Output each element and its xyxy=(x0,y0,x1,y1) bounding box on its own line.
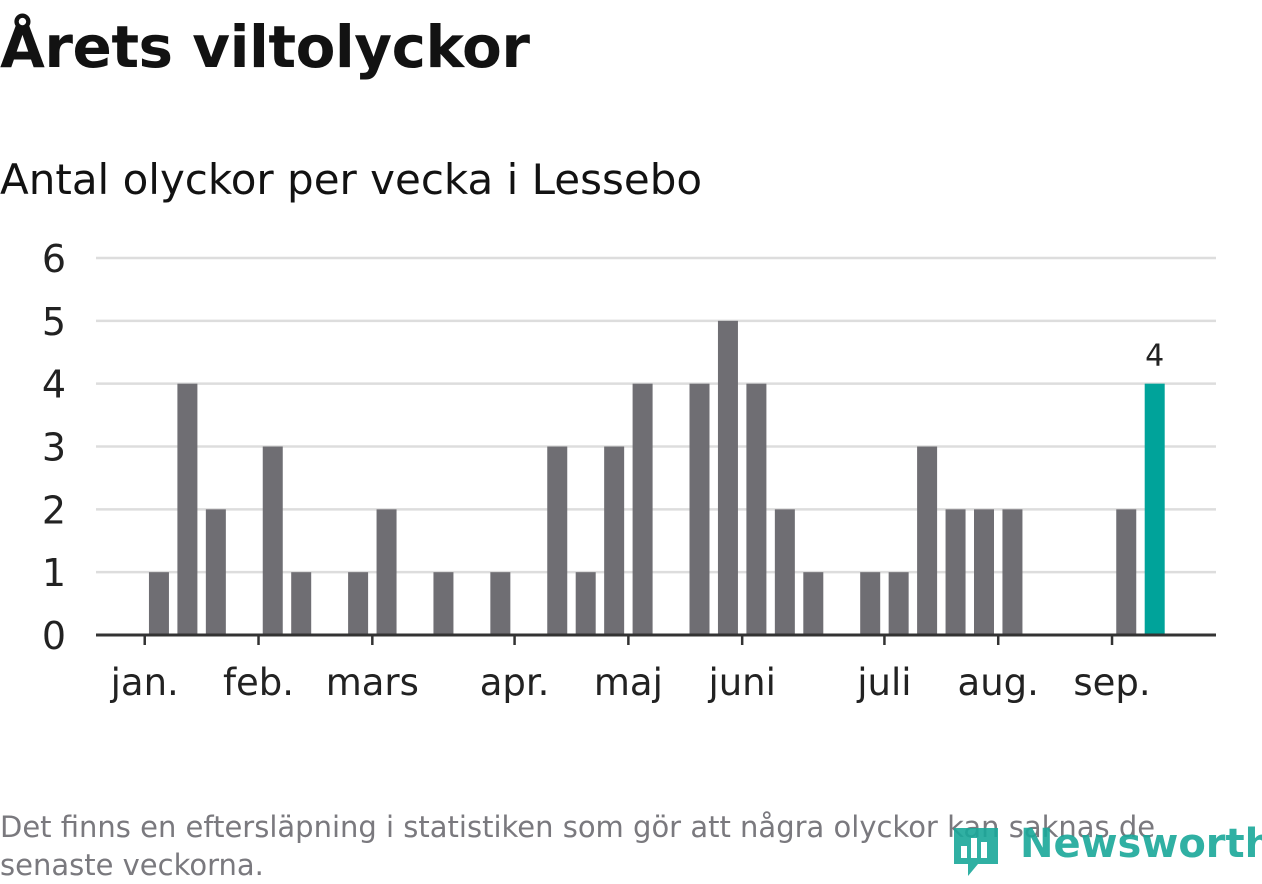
chart-title: Årets viltolyckor xyxy=(0,13,530,81)
y-tick-label: 6 xyxy=(42,237,66,281)
bar xyxy=(547,446,568,635)
bar xyxy=(433,572,454,635)
bar xyxy=(974,509,994,635)
bar xyxy=(689,383,710,635)
bar xyxy=(746,383,767,635)
bar xyxy=(803,572,824,635)
chart-subtitle: Antal olyckor per vecka i Lessebo xyxy=(0,155,703,204)
x-tick-label: sep. xyxy=(1073,661,1150,704)
bar xyxy=(917,446,938,635)
y-tick-label: 2 xyxy=(42,488,66,532)
x-tick-label: feb. xyxy=(223,661,294,704)
bar xyxy=(945,509,966,635)
bar xyxy=(177,383,198,635)
newsworthy-chart-bubble-icon xyxy=(954,828,998,876)
bar-chart: 0 1 2 3 4 5 6 4 jan. feb. mars apr. maj juni juli aug. s… xyxy=(42,237,1216,704)
bar xyxy=(632,383,653,635)
bar xyxy=(490,572,511,635)
bar xyxy=(262,446,283,635)
x-tick-label: aug. xyxy=(958,661,1039,704)
x-tick-label: jan. xyxy=(110,661,179,704)
y-tick-label: 3 xyxy=(42,426,66,470)
bar-highlight xyxy=(1144,383,1165,635)
y-tick-label: 5 xyxy=(42,300,66,344)
bar xyxy=(717,320,738,635)
bar xyxy=(604,446,625,635)
x-tick-label: maj xyxy=(594,661,663,704)
y-tick-label: 0 xyxy=(42,614,66,658)
x-tick-label: mars xyxy=(326,661,419,704)
bar xyxy=(348,572,369,635)
newsworthy-logo: Newsworthy xyxy=(950,818,1262,880)
bar xyxy=(774,509,795,635)
bar xyxy=(1002,509,1023,635)
data-label: 4 xyxy=(1145,339,1164,374)
bar xyxy=(291,572,312,635)
newsworthy-wordmark: Newsworthy xyxy=(1020,821,1262,867)
bar xyxy=(575,572,596,635)
bar xyxy=(1116,509,1137,635)
x-tick-label: apr. xyxy=(480,661,550,704)
x-tick-label: juni xyxy=(707,661,775,704)
x-tick-label: juli xyxy=(856,661,911,704)
bar xyxy=(376,509,397,635)
bar xyxy=(148,572,169,635)
bar xyxy=(860,572,881,635)
bar xyxy=(888,572,909,635)
y-tick-label: 4 xyxy=(42,363,66,407)
y-tick-label: 1 xyxy=(42,551,66,595)
bar xyxy=(205,509,226,635)
